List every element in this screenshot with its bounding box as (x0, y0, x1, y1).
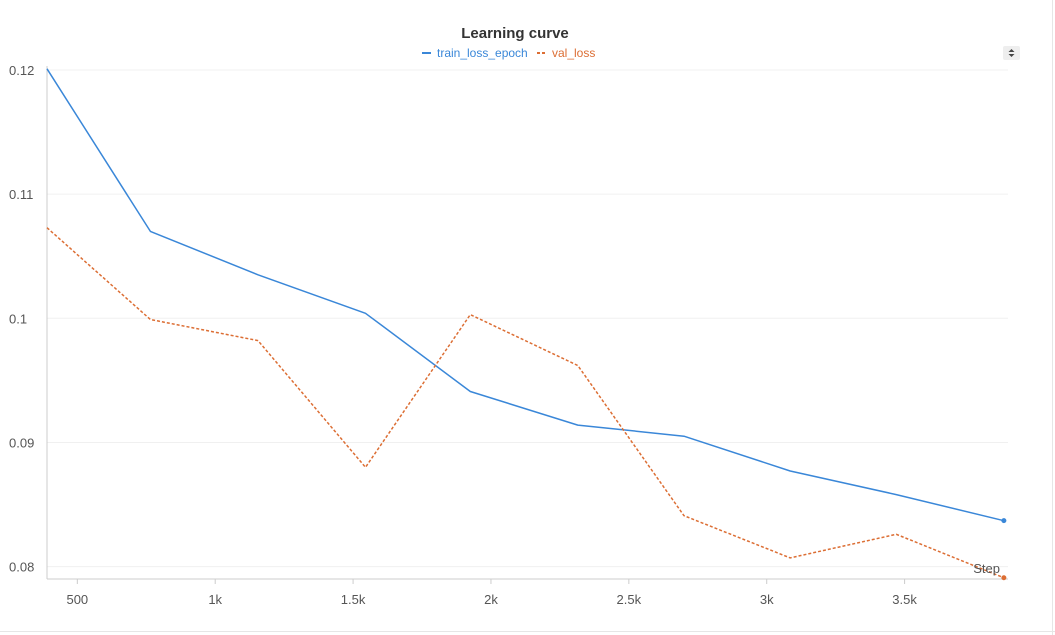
y-tick-label: 0.08 (9, 560, 34, 575)
x-tick-label: 2.5k (617, 592, 642, 607)
y-tick-label: 0.1 (9, 311, 27, 326)
series-line-train-loss-epoch (46, 68, 1005, 522)
x-tick-label: 3k (760, 592, 774, 607)
legend-item-val-loss[interactable]: val_loss (537, 46, 595, 60)
axis-layer: 0.08 0.09 0.1 0.11 0.12 500 1k 1.5k 2k 2.5k 3k 3.5k (9, 63, 1008, 607)
legend: train_loss_epoch val_loss (422, 46, 595, 60)
legend-label-val-loss: val_loss (552, 46, 595, 60)
series-end-point-train-loss-epoch (1001, 518, 1007, 524)
grid-layer (47, 69, 1008, 568)
x-tick-label: 1k (208, 592, 222, 607)
x-tick-label: 1.5k (341, 592, 366, 607)
x-tick-label: 2k (484, 592, 498, 607)
series-end-point-val-loss (1001, 575, 1007, 581)
legend-toggle-button[interactable] (1003, 46, 1020, 60)
x-tick-label: 500 (66, 592, 88, 607)
sort-arrows-icon (1008, 49, 1015, 57)
series-line-val-loss (46, 227, 1005, 579)
panel-right-border (1052, 0, 1053, 635)
y-tick-label: 0.09 (9, 435, 34, 450)
y-tick-label: 0.12 (9, 63, 34, 78)
legend-item-train-loss-epoch[interactable]: train_loss_epoch (422, 46, 528, 60)
panel-bottom-border (0, 631, 1055, 632)
y-tick-label: 0.11 (9, 187, 33, 202)
chart-title: Learning curve (461, 25, 569, 42)
x-tick-label: 3.5k (892, 592, 917, 607)
series-layer (46, 68, 1007, 581)
x-axis-label: Step (973, 561, 1000, 576)
legend-label-train-loss-epoch: train_loss_epoch (437, 46, 528, 60)
